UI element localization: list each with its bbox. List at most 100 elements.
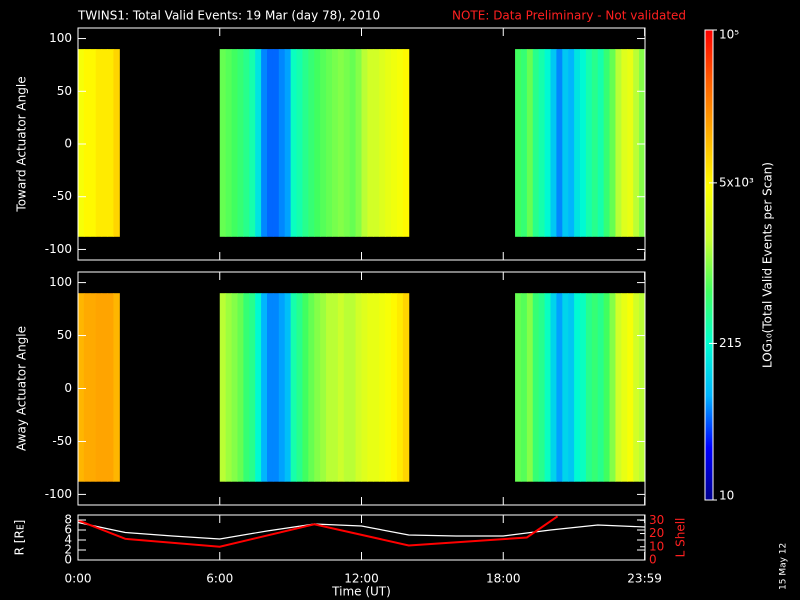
y-tick-label: 50 <box>57 328 72 342</box>
heat-cell <box>355 49 362 237</box>
y-tick-label: -100 <box>45 487 72 501</box>
heat-cell <box>272 293 280 482</box>
heat-cell <box>379 49 386 237</box>
heat-cell <box>556 293 563 482</box>
heat-cell <box>320 49 327 237</box>
heat-cell <box>219 49 227 237</box>
heat-cell <box>520 293 528 482</box>
y-tick-label: 4 <box>64 533 72 547</box>
heat-cell <box>113 293 120 482</box>
heat-cell <box>255 293 262 482</box>
heat-cell <box>267 49 274 237</box>
heat-cell <box>562 293 569 482</box>
heat-cell <box>83 293 91 482</box>
heat-cell <box>550 49 557 237</box>
heat-cell <box>615 293 622 482</box>
heat-cell <box>225 293 233 482</box>
heat-cell <box>101 49 109 237</box>
heat-cell <box>231 49 238 237</box>
heat-cell <box>278 293 286 482</box>
heat-cell <box>526 293 534 482</box>
line-series <box>78 515 559 548</box>
heat-cell <box>78 293 85 482</box>
heat-cell <box>597 293 605 482</box>
heat-cell <box>532 49 540 237</box>
y2-tick-label: 0 <box>649 553 657 567</box>
colorbar <box>704 29 714 501</box>
chart-title: TWINS1: Total Valid Events: 19 Mar (day … <box>77 9 380 23</box>
heat-cell <box>591 49 599 237</box>
heat-cell <box>272 49 280 237</box>
x-label: Time (UT) <box>331 585 391 599</box>
heat-cell <box>391 293 398 482</box>
heat-cell <box>367 293 374 482</box>
plot-area <box>78 515 645 548</box>
heat-cell <box>267 293 274 482</box>
heat-cell <box>515 293 522 482</box>
x-tick-label: 18:00 <box>486 572 521 586</box>
heat-cell <box>585 49 593 237</box>
heat-cell <box>385 49 392 237</box>
heat-cell <box>633 49 640 237</box>
heat-cell <box>526 49 534 237</box>
line-series <box>78 521 645 540</box>
heat-cell <box>261 293 268 482</box>
heat-cell <box>609 49 616 237</box>
y-tick-label: 2 <box>64 543 72 557</box>
heat-cell <box>107 49 114 237</box>
heat-cell <box>515 49 522 237</box>
heat-cell <box>396 49 404 237</box>
heat-cell <box>603 49 611 237</box>
y-tick-label: -50 <box>52 434 72 448</box>
heat-cell <box>532 293 540 482</box>
heat-cell <box>544 49 551 237</box>
heat-cell <box>89 49 97 237</box>
heat-cell <box>343 293 351 482</box>
heat-cell <box>83 49 91 237</box>
heat-cell <box>639 293 645 482</box>
heat-cell <box>249 293 256 482</box>
heat-cell <box>373 49 380 237</box>
y-tick-label: 6 <box>64 523 72 537</box>
heat-cell <box>633 293 640 482</box>
heat-cell <box>308 49 315 237</box>
y-label: Away Actuator Angle <box>15 326 29 451</box>
heat-cell <box>402 293 410 482</box>
heat-cell <box>89 293 97 482</box>
heat-cell <box>296 293 303 482</box>
y2-tick-label: 30 <box>649 513 664 527</box>
colorbar-label: LOG₁₀(Total Valid Events per Scan) <box>761 162 775 368</box>
heat-cell <box>361 293 368 482</box>
heat-cell <box>639 49 645 237</box>
heat-cell <box>261 49 268 237</box>
heat-cell <box>331 49 339 237</box>
heat-cell <box>550 293 557 482</box>
heat-cell <box>544 293 551 482</box>
heat-cell <box>574 293 581 482</box>
heat-cell <box>603 293 611 482</box>
heat-cell <box>107 293 114 482</box>
heat-cell <box>621 49 628 237</box>
heat-cell <box>343 49 351 237</box>
colorbar-tick-label: 10 <box>719 489 734 503</box>
plot-area <box>78 49 645 237</box>
heat-cell <box>302 49 309 237</box>
heat-cell <box>320 293 327 482</box>
heat-cell <box>284 49 292 237</box>
heat-cell <box>627 49 634 237</box>
heat-cell <box>373 293 380 482</box>
heat-cell <box>385 293 392 482</box>
y-tick-label: 50 <box>57 84 72 98</box>
heat-cell <box>290 49 298 237</box>
heat-cell <box>538 293 546 482</box>
y-label: Toward Actuator Angle <box>15 76 29 212</box>
heat-cell <box>568 49 575 237</box>
heat-cell <box>396 293 404 482</box>
heat-cell <box>556 49 563 237</box>
y-tick-label: 8 <box>64 513 72 527</box>
heat-cell <box>331 293 339 482</box>
heat-cell <box>219 293 227 482</box>
y-tick-label: 100 <box>49 275 72 289</box>
heat-cell <box>78 49 85 237</box>
date-stamp: 15 May 12 <box>779 543 789 590</box>
